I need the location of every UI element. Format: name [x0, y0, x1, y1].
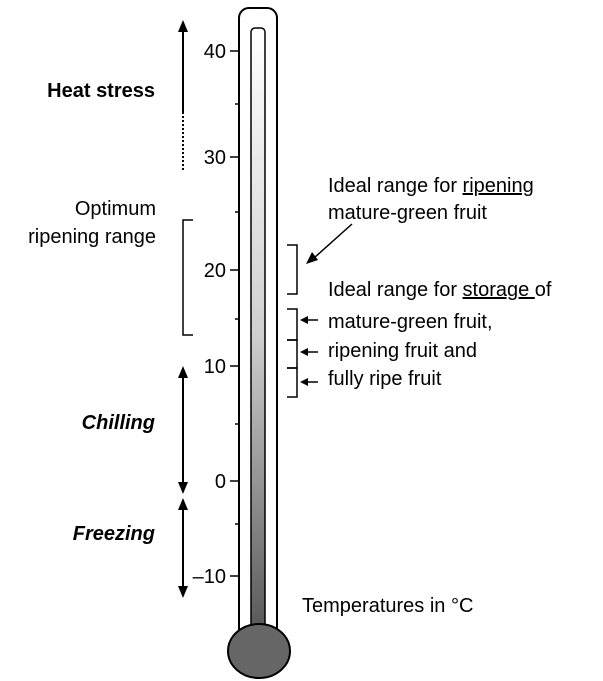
storage-annotation-line1: Ideal range for storage of	[328, 279, 552, 301]
storage-annotation-prefix: Ideal range for	[328, 279, 463, 301]
scale-label-minus10: –10	[193, 566, 226, 588]
heat-stress-arrowhead	[178, 20, 188, 32]
ripening-annotation-line1: Ideal range for ripening	[328, 175, 534, 197]
ripening-annotation-keyword: ripening	[463, 175, 534, 197]
storage-pointer-arrows	[300, 316, 318, 386]
thermometer-bulb	[227, 623, 291, 679]
scale-label-0: 0	[215, 471, 226, 493]
ripening-pointer-arrow	[306, 223, 353, 264]
scale-label-20: 20	[204, 260, 226, 282]
storage-annotation-line3: ripening fruit and	[328, 340, 477, 362]
storage-bracket-ripe	[287, 367, 298, 398]
chilling-arrowhead-up	[178, 366, 188, 378]
storage-brackets	[287, 308, 298, 398]
scale-label-10: 10	[204, 356, 226, 378]
storage-annotation-line2: mature-green fruit,	[328, 311, 493, 333]
storage-annotation-suffix: of	[535, 279, 552, 301]
ripening-annotation-line2: mature-green fruit	[328, 202, 487, 224]
ripening-annotation-prefix: Ideal range for	[328, 175, 463, 197]
optimum-range-bracket	[182, 219, 193, 336]
thermometer-column	[250, 27, 266, 641]
chilling-label: Chilling	[82, 412, 155, 434]
scale-label-40: 40	[204, 41, 226, 63]
ripening-range-bracket	[287, 244, 298, 295]
storage-annotation-line4: fully ripe fruit	[328, 368, 442, 390]
units-note: Temperatures in °C	[302, 595, 473, 617]
scale-label-30: 30	[204, 147, 226, 169]
storage-annotation-keyword: storage	[463, 279, 535, 301]
freezing-arrow	[178, 498, 188, 598]
storage-bracket-ripening	[287, 339, 298, 369]
chilling-arrowhead-down	[178, 482, 188, 494]
chilling-arrow	[178, 366, 188, 494]
scale-ticks	[230, 50, 239, 577]
optimum-label-line2: ripening range	[28, 226, 156, 248]
freezing-arrowhead-up	[178, 498, 188, 510]
optimum-label-line1: Optimum	[75, 198, 156, 220]
freezing-arrowhead-down	[178, 586, 188, 598]
heat-stress-label: Heat stress	[47, 80, 155, 102]
freezing-label: Freezing	[73, 523, 155, 545]
heat-stress-arrow	[178, 20, 188, 170]
storage-bracket-mature-green	[287, 308, 298, 341]
